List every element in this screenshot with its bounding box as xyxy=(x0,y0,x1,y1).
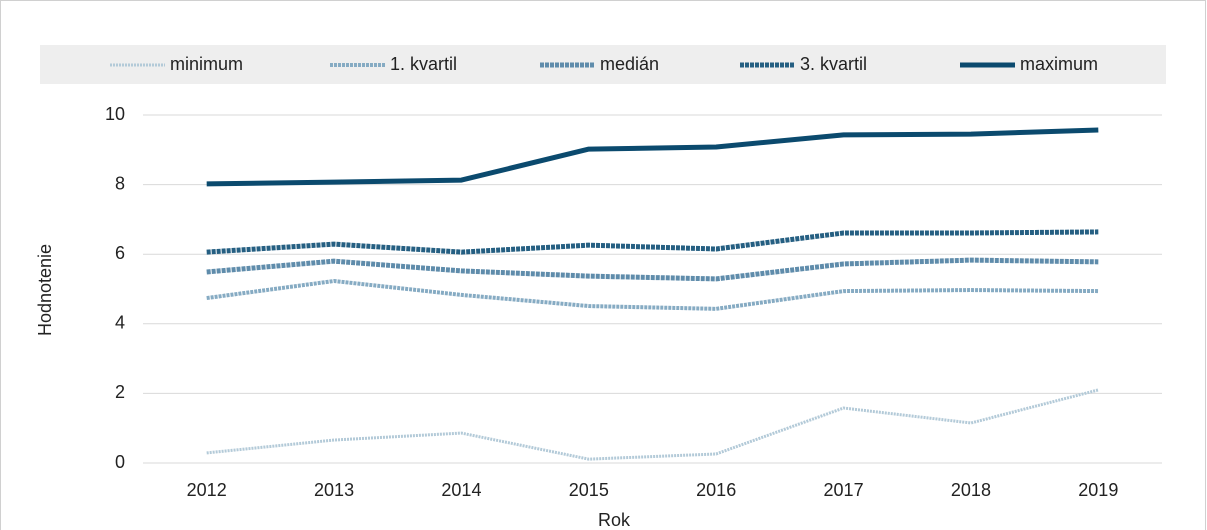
y-tick-label: 10 xyxy=(105,104,125,124)
x-tick-label: 2019 xyxy=(1078,480,1118,500)
y-axis-title: Hodnotenie xyxy=(35,244,55,336)
legend-label: 3. kvartil xyxy=(800,54,867,74)
x-tick-label: 2016 xyxy=(696,480,736,500)
y-tick-label: 4 xyxy=(115,313,125,333)
x-tick-label: 2017 xyxy=(824,480,864,500)
series-line xyxy=(206,278,1099,311)
legend-label: medián xyxy=(600,54,659,74)
legend-label: maximum xyxy=(1020,54,1098,74)
x-tick-label: 2018 xyxy=(951,480,991,500)
legend-label: 1. kvartil xyxy=(390,54,457,74)
series-line xyxy=(206,257,1099,282)
x-tick-label: 2014 xyxy=(441,480,481,500)
y-tick-label: 6 xyxy=(115,243,125,263)
legend-label: minimum xyxy=(170,54,243,74)
x-tick-label: 2013 xyxy=(314,480,354,500)
y-tick-label: 2 xyxy=(115,382,125,402)
series-line xyxy=(206,388,1099,461)
series-line xyxy=(206,229,1099,255)
x-axis-title: Rok xyxy=(598,510,631,530)
y-tick-label: 0 xyxy=(115,452,125,472)
y-tick-label: 8 xyxy=(115,173,125,193)
series-line xyxy=(206,127,1099,187)
x-tick-label: 2015 xyxy=(569,480,609,500)
x-tick-label: 2012 xyxy=(187,480,227,500)
